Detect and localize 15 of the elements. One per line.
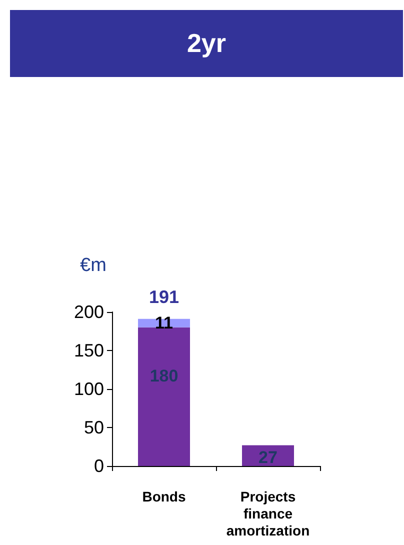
- data-label: 11: [155, 314, 173, 333]
- y-tick-label: 100: [74, 379, 104, 399]
- total-label: 191: [148, 286, 180, 307]
- bar: [138, 327, 190, 466]
- y-tick-label: 0: [94, 456, 104, 476]
- y-tick-label: 50: [84, 418, 104, 438]
- x-tick-label: Bonds: [142, 488, 186, 504]
- y-tick-label: 200: [74, 302, 104, 322]
- bar: [242, 445, 294, 466]
- y-tick-label: 150: [74, 340, 104, 360]
- x-tick-label: Projects finance amortization: [226, 488, 310, 538]
- chart-title: 2yr: [10, 10, 403, 77]
- data-label: 180: [150, 366, 178, 386]
- data-label: 27: [258, 448, 278, 467]
- y-axis-title: €m: [80, 255, 106, 277]
